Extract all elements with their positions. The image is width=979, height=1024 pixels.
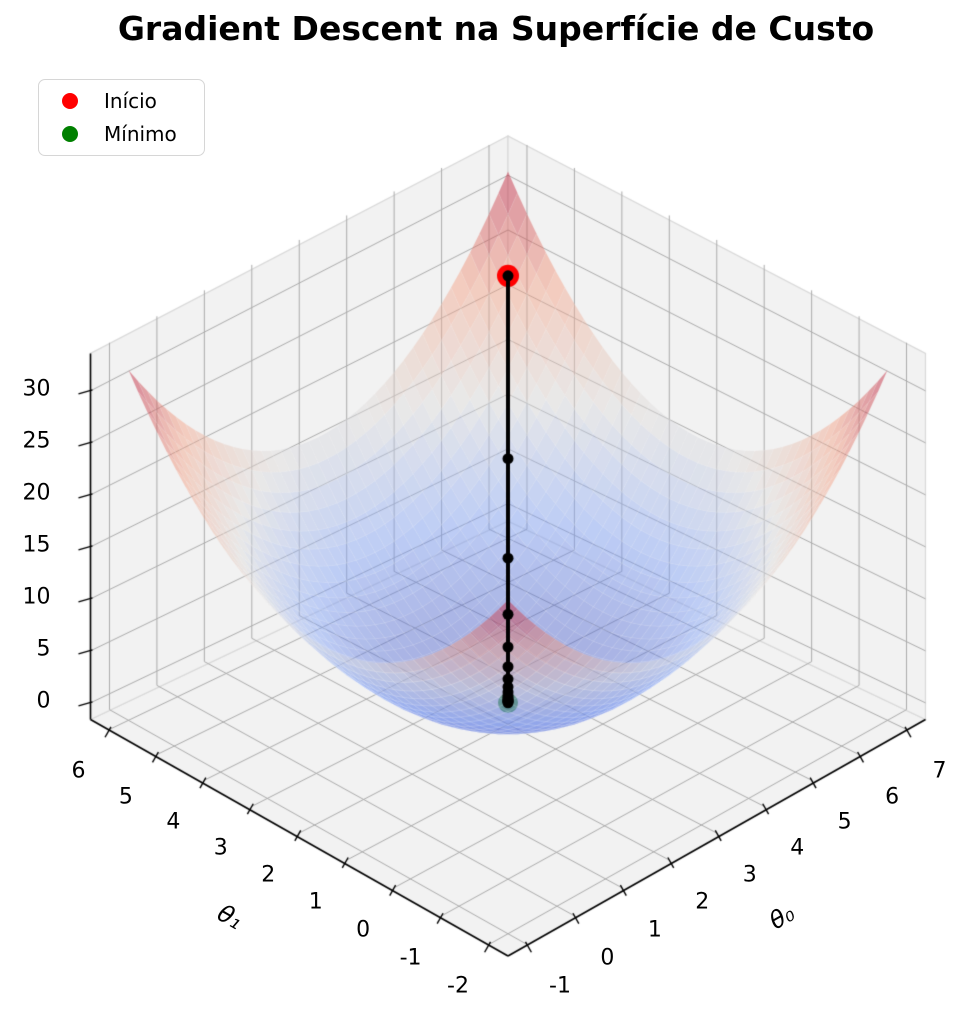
z-tick-label: 25 (22, 428, 51, 454)
y-tick-label: 2 (261, 862, 276, 888)
z-tick-label: 30 (22, 376, 51, 402)
minimo-marker-icon (62, 126, 78, 142)
x-tick-label: -1 (549, 973, 571, 999)
x-tick-label: 4 (790, 835, 805, 861)
z-tick-label: 0 (36, 688, 51, 714)
y-tick-label: 6 (71, 758, 86, 784)
y-tick-label: 3 (213, 835, 228, 861)
y-tick-label: -1 (399, 945, 422, 971)
chart-title: Gradient Descent na Superfície de Custo (117, 9, 875, 48)
x-tick-label: 5 (837, 809, 852, 835)
legend: Início Mínimo (38, 79, 205, 156)
legend-item-inicio: Início (62, 89, 204, 113)
x-tick-label: 2 (695, 889, 710, 915)
legend-item-minimo: Mínimo (62, 122, 204, 146)
x-tick-label: 1 (647, 917, 662, 943)
legend-label-inicio: Início (104, 89, 157, 113)
x-tick-label: 6 (885, 784, 900, 810)
z-tick-label: 15 (22, 532, 51, 558)
y-tick-label: 0 (356, 917, 371, 943)
y-tick-label: 1 (308, 889, 323, 915)
x-tick-label: 0 (600, 945, 615, 971)
legend-label-minimo: Mínimo (104, 122, 177, 146)
y-tick-label: -2 (447, 973, 469, 999)
x-tick-label: 7 (932, 758, 947, 784)
z-tick-label: 10 (22, 584, 51, 610)
inicio-marker-icon (62, 93, 78, 109)
y-tick-label: 4 (166, 809, 181, 835)
z-tick-label: 20 (22, 480, 51, 506)
z-tick-label: 5 (36, 636, 51, 662)
x-tick-label: 3 (742, 862, 757, 888)
y-tick-label: 5 (118, 784, 133, 810)
